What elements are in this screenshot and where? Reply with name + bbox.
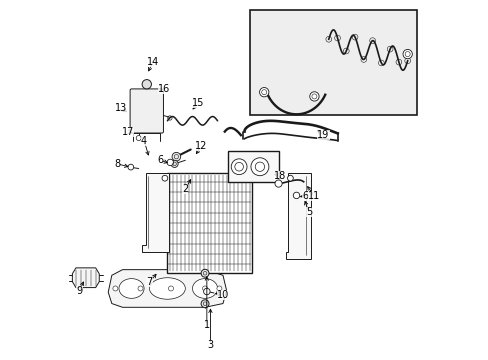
Text: 19: 19 (317, 130, 329, 140)
Circle shape (171, 160, 178, 167)
Text: 5: 5 (305, 207, 311, 217)
Circle shape (136, 135, 141, 140)
Text: 6: 6 (157, 155, 163, 165)
Circle shape (201, 300, 208, 308)
Text: 8: 8 (114, 159, 120, 169)
Circle shape (162, 175, 167, 181)
Ellipse shape (192, 279, 217, 298)
Circle shape (128, 164, 133, 170)
Circle shape (201, 269, 208, 277)
Text: 1: 1 (203, 320, 209, 330)
Text: 9: 9 (76, 286, 82, 296)
Polygon shape (142, 173, 169, 252)
Circle shape (402, 49, 411, 59)
Text: 18: 18 (274, 171, 286, 181)
Circle shape (231, 159, 246, 175)
Circle shape (167, 159, 173, 166)
Text: 6: 6 (302, 191, 308, 201)
Text: 3: 3 (207, 340, 213, 350)
Ellipse shape (119, 279, 144, 298)
Circle shape (217, 286, 222, 291)
Text: 15: 15 (191, 98, 203, 108)
Text: 14: 14 (146, 57, 159, 67)
Text: 10: 10 (216, 290, 229, 300)
Ellipse shape (149, 278, 185, 299)
Circle shape (168, 286, 173, 291)
Text: 7: 7 (146, 277, 152, 287)
Text: 12: 12 (195, 141, 207, 151)
Text: 17: 17 (122, 127, 134, 136)
Circle shape (274, 180, 282, 187)
Circle shape (138, 286, 142, 291)
Polygon shape (108, 270, 226, 307)
Circle shape (309, 92, 319, 101)
Bar (167, 173, 251, 273)
Text: 16: 16 (157, 84, 170, 94)
FancyBboxPatch shape (130, 89, 163, 133)
Circle shape (259, 87, 268, 97)
Circle shape (172, 152, 180, 161)
Circle shape (250, 158, 268, 176)
Text: 11: 11 (307, 191, 320, 201)
Polygon shape (285, 173, 310, 259)
Circle shape (203, 288, 210, 295)
Circle shape (113, 286, 118, 291)
Circle shape (287, 175, 293, 181)
Text: 4: 4 (141, 136, 147, 145)
Bar (249, 10, 416, 116)
Polygon shape (72, 268, 99, 288)
Bar (228, 151, 278, 182)
Text: 20: 20 (248, 17, 261, 27)
Circle shape (293, 192, 299, 199)
Text: 2: 2 (182, 184, 188, 194)
Circle shape (142, 80, 151, 89)
Text: 13: 13 (114, 103, 127, 113)
Circle shape (202, 286, 207, 291)
